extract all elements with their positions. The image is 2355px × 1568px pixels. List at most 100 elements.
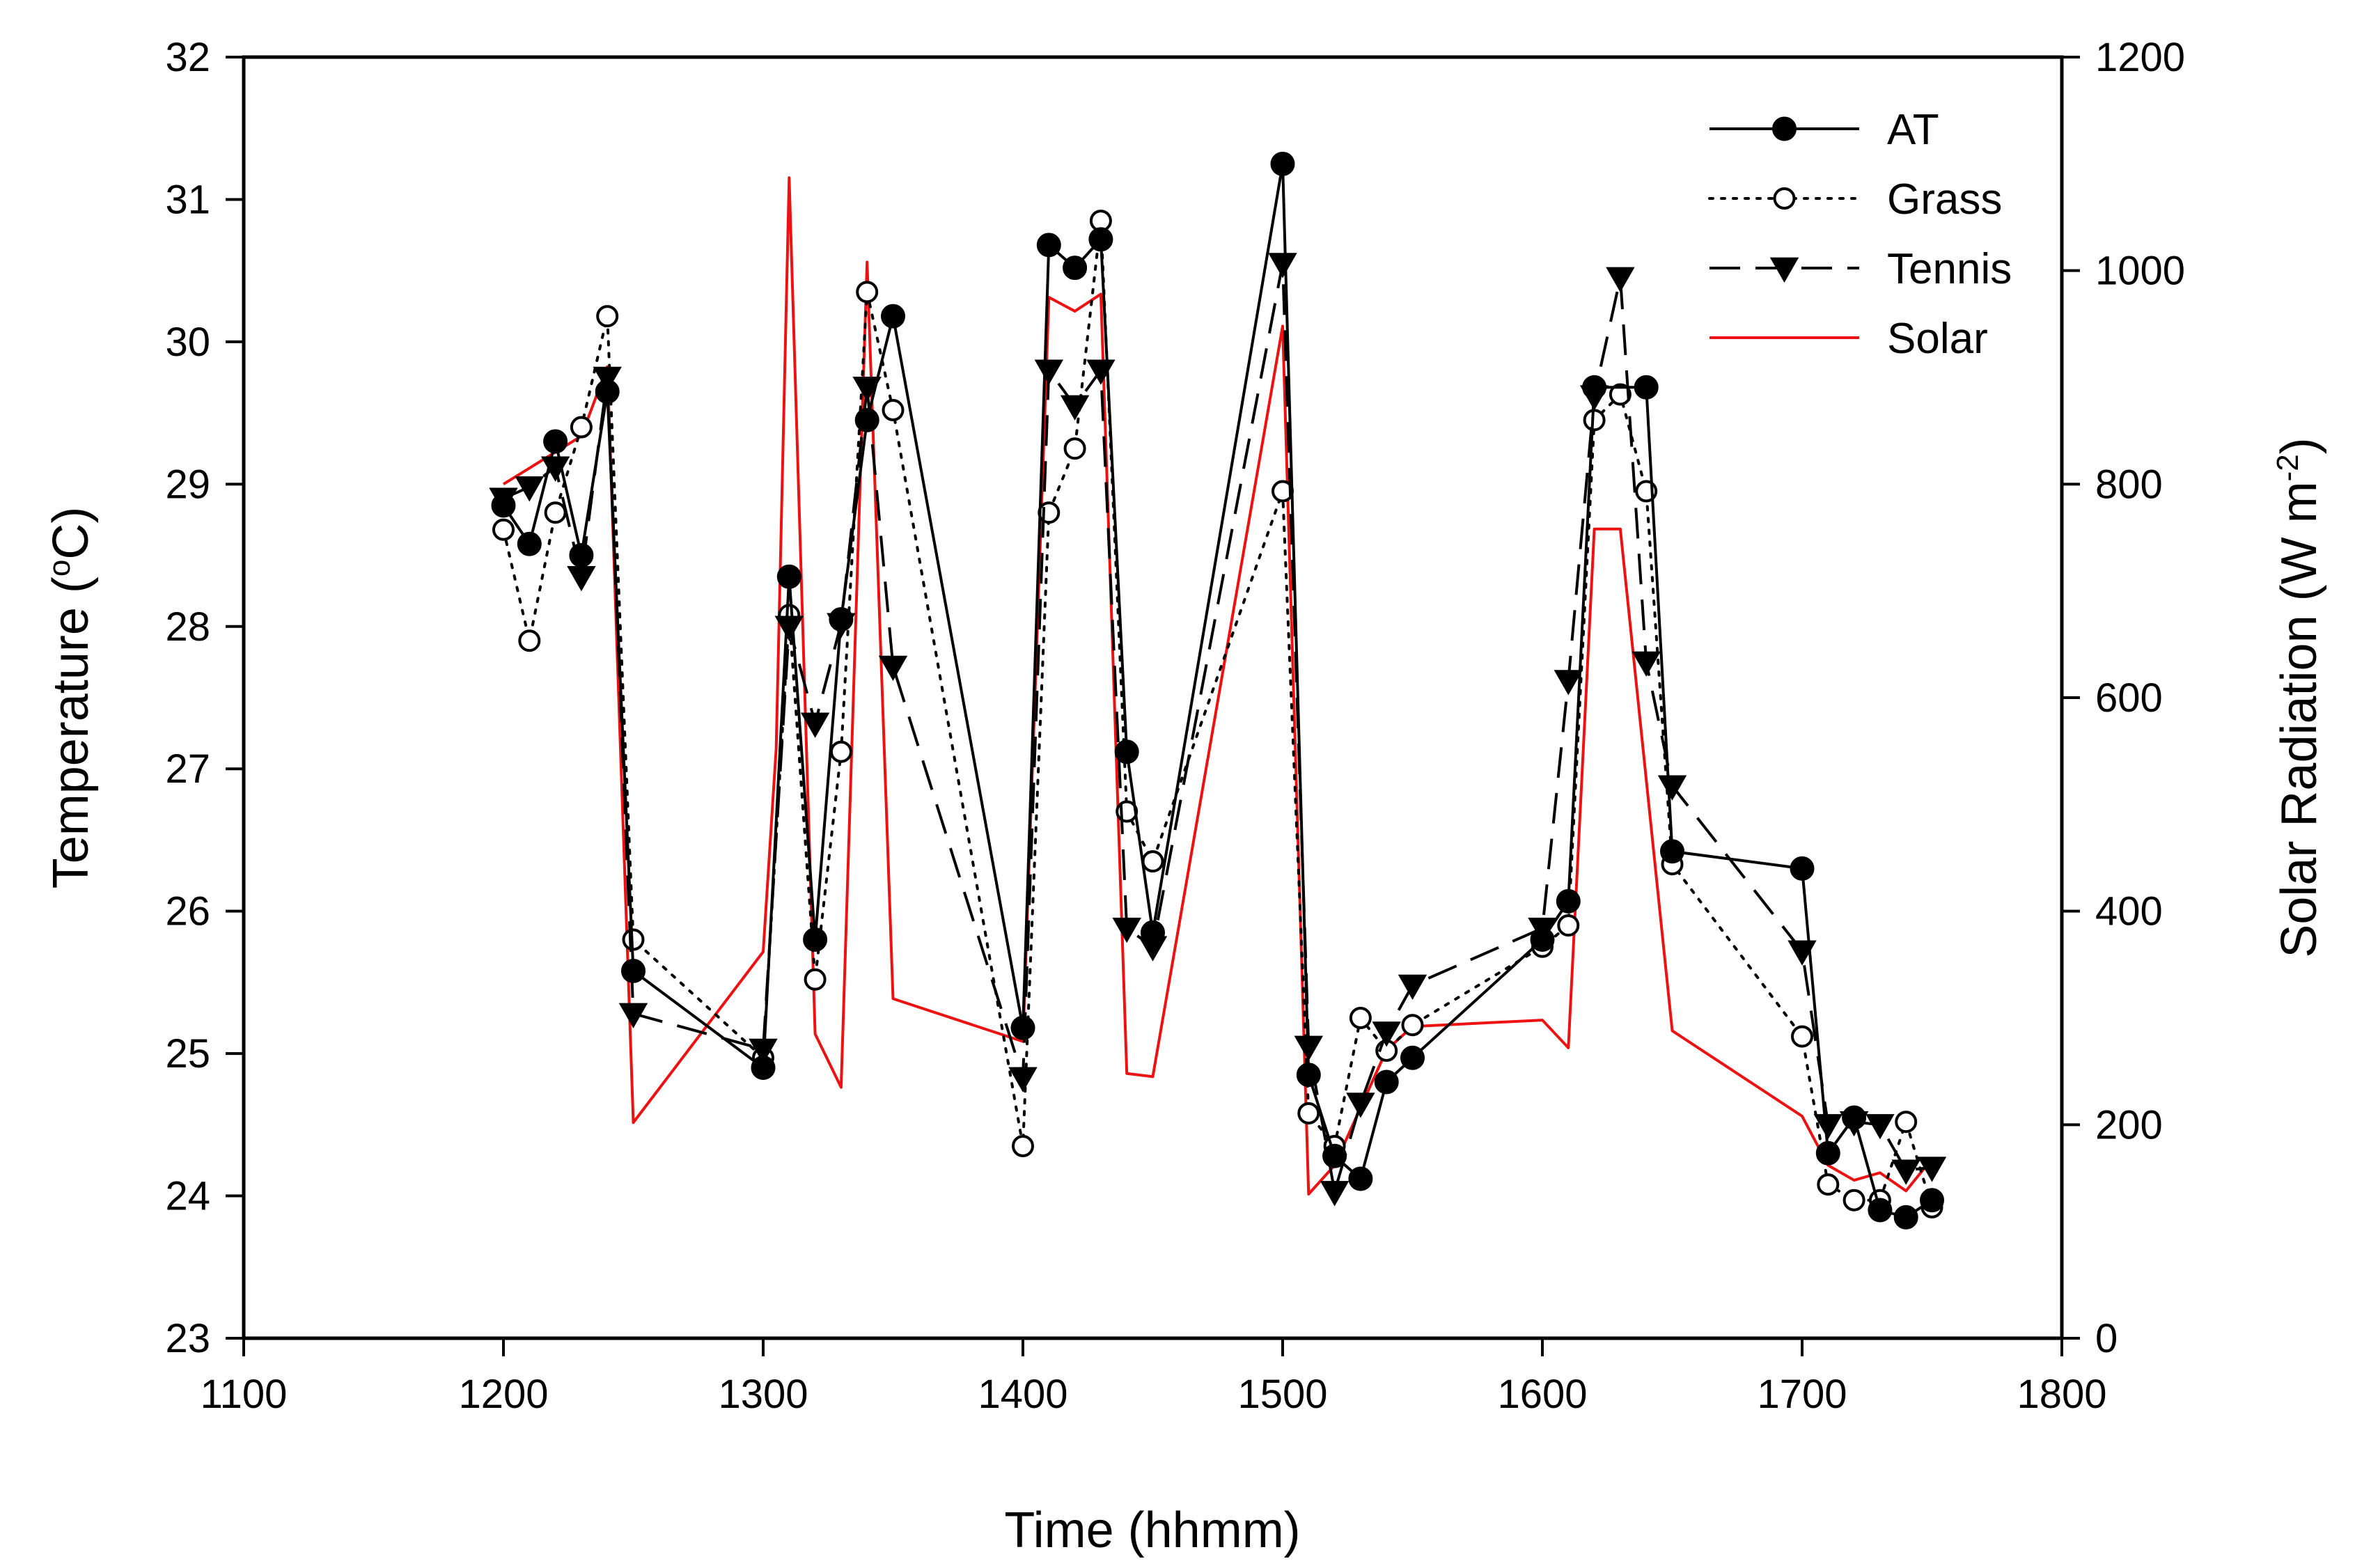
y2-tick-label: 600 bbox=[2095, 675, 2163, 721]
x-tick-label: 1300 bbox=[718, 1372, 808, 1417]
data-point-tennis bbox=[878, 655, 908, 682]
legend-label-solar: Solar bbox=[1887, 315, 1988, 363]
data-point-at bbox=[1322, 1143, 1347, 1168]
series-at bbox=[491, 151, 1944, 1230]
data-point-tennis bbox=[1268, 253, 1297, 279]
data-point-grass bbox=[804, 968, 827, 991]
data-point-tennis bbox=[1112, 917, 1141, 943]
data-point-tennis bbox=[1632, 651, 1661, 677]
y-tick-label: 23 bbox=[165, 1316, 210, 1361]
data-point-tennis bbox=[1606, 267, 1635, 292]
data-point-at bbox=[1556, 888, 1581, 914]
data-point-tennis bbox=[1372, 1021, 1401, 1047]
data-point-tennis bbox=[1398, 974, 1427, 1000]
legend-item-tennis: Tennis bbox=[1709, 245, 2012, 293]
data-point-at bbox=[1868, 1198, 1893, 1223]
y2-tick-label: 1200 bbox=[2095, 35, 2185, 80]
data-point-tennis bbox=[1813, 1114, 1843, 1140]
data-point-at bbox=[1660, 839, 1684, 864]
data-point-grass bbox=[492, 518, 515, 541]
legend-marker-at bbox=[1772, 116, 1797, 141]
data-point-at bbox=[776, 564, 801, 589]
data-point-at bbox=[1010, 1015, 1035, 1040]
data-point-grass bbox=[1557, 914, 1580, 937]
data-point-at bbox=[543, 429, 568, 454]
data-point-at bbox=[1920, 1188, 1944, 1213]
data-point-tennis bbox=[1008, 1067, 1038, 1092]
data-point-grass bbox=[596, 305, 619, 328]
y-tick-label: 31 bbox=[165, 177, 210, 222]
series-tennis bbox=[489, 253, 1947, 1207]
data-point-tennis bbox=[515, 476, 545, 502]
legend-item-solar: Solar bbox=[1709, 315, 1988, 363]
data-point-grass bbox=[1012, 1135, 1034, 1157]
data-point-tennis bbox=[593, 366, 622, 393]
data-point-grass bbox=[882, 399, 905, 422]
y-tick-label: 29 bbox=[165, 462, 210, 507]
data-point-grass bbox=[544, 501, 567, 524]
x-tick-label: 1600 bbox=[1497, 1372, 1587, 1417]
y2-tick-label: 0 bbox=[2095, 1316, 2118, 1361]
data-point-tennis bbox=[1865, 1114, 1895, 1140]
y-tick-label: 26 bbox=[165, 889, 210, 934]
legend-marker-tennis bbox=[1769, 257, 1799, 283]
data-point-at bbox=[1270, 151, 1295, 176]
data-point-grass bbox=[570, 416, 593, 439]
data-point-at bbox=[1400, 1045, 1425, 1070]
y-tick-label: 25 bbox=[165, 1031, 210, 1076]
data-point-at bbox=[517, 531, 542, 556]
data-point-at bbox=[1036, 233, 1061, 258]
data-point-tennis bbox=[1917, 1157, 1947, 1182]
data-point-at bbox=[1114, 739, 1139, 765]
data-point-tennis bbox=[1891, 1159, 1920, 1185]
data-point-at bbox=[1842, 1105, 1867, 1130]
data-point-tennis bbox=[1554, 670, 1583, 696]
legend-item-at: AT bbox=[1709, 106, 1939, 154]
legend-item-grass: Grass bbox=[1708, 175, 2002, 224]
data-point-tennis bbox=[1086, 359, 1116, 385]
data-point-grass bbox=[856, 281, 879, 304]
data-point-at bbox=[595, 379, 620, 404]
series-solar bbox=[502, 176, 1934, 1195]
data-point-tennis bbox=[1034, 359, 1064, 385]
x-tick-label: 1200 bbox=[458, 1372, 548, 1417]
legend-label-tennis: Tennis bbox=[1887, 245, 2012, 293]
series-line-grass bbox=[502, 219, 1934, 1209]
data-point-at bbox=[803, 927, 828, 952]
series-line-tennis bbox=[503, 262, 1932, 1193]
series-line-solar bbox=[502, 176, 1934, 1195]
data-point-grass bbox=[518, 629, 541, 652]
data-point-at bbox=[621, 959, 646, 984]
data-point-grass bbox=[1141, 850, 1164, 873]
data-point-grass bbox=[1895, 1111, 1918, 1134]
data-point-tennis bbox=[1060, 395, 1090, 421]
x-tick-label: 1400 bbox=[978, 1372, 1067, 1417]
y-tick-label: 32 bbox=[165, 35, 210, 80]
data-point-at bbox=[1893, 1205, 1918, 1230]
data-point-tennis bbox=[1320, 1181, 1349, 1207]
data-point-grass bbox=[1791, 1025, 1813, 1048]
y-tick-label: 24 bbox=[165, 1174, 210, 1219]
data-point-at bbox=[854, 407, 879, 432]
y-tick-label: 27 bbox=[165, 746, 210, 792]
data-point-tennis bbox=[618, 1003, 648, 1028]
y2-tick-label: 200 bbox=[2095, 1102, 2163, 1147]
y2-tick-label: 800 bbox=[2095, 462, 2163, 507]
data-point-at bbox=[1815, 1140, 1840, 1166]
data-point-tennis bbox=[1346, 1092, 1375, 1118]
data-point-grass bbox=[1842, 1189, 1865, 1212]
data-point-tennis bbox=[1657, 775, 1687, 801]
x-tick-label: 1500 bbox=[1237, 1372, 1327, 1417]
x-tick-label: 1800 bbox=[2017, 1372, 2106, 1417]
x-axis-title: Time (hhmm) bbox=[1004, 1503, 1300, 1558]
data-point-at bbox=[569, 543, 594, 568]
y2-tick-label: 400 bbox=[2095, 889, 2163, 934]
data-point-at bbox=[1296, 1063, 1321, 1088]
data-point-at bbox=[491, 493, 516, 518]
y-tick-label: 28 bbox=[165, 604, 210, 650]
x-tick-label: 1100 bbox=[201, 1372, 288, 1417]
y2-tick-label: 1000 bbox=[2095, 249, 2185, 294]
x-tick-label: 1700 bbox=[1757, 1372, 1847, 1417]
data-point-at bbox=[1141, 920, 1165, 945]
